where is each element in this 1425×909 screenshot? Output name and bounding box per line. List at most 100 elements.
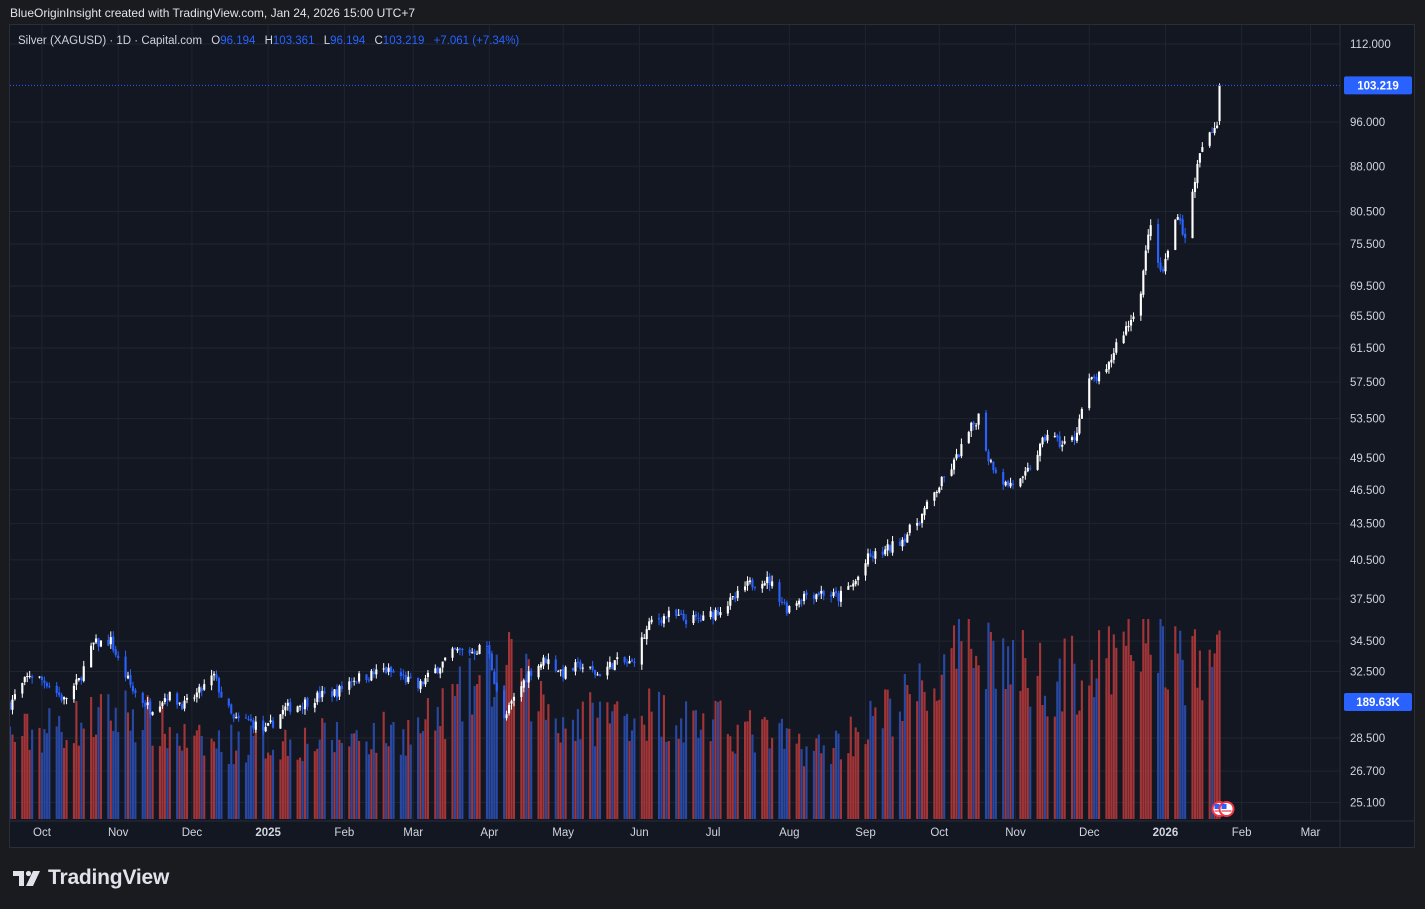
candle-body bbox=[1142, 270, 1145, 295]
candle-body bbox=[48, 686, 51, 688]
volume-bar bbox=[613, 704, 616, 819]
candle-body bbox=[1063, 441, 1066, 444]
us-flag-icon[interactable] bbox=[1218, 801, 1235, 817]
candle-body bbox=[1196, 163, 1199, 184]
tradingview-logo[interactable]: TradingView bbox=[12, 866, 169, 890]
candle-body bbox=[348, 681, 351, 690]
volume-bar bbox=[606, 702, 609, 819]
volume-bar bbox=[375, 752, 378, 819]
candle-body bbox=[643, 637, 646, 639]
volume-bar bbox=[866, 739, 870, 819]
candle-body bbox=[1058, 436, 1061, 447]
candle-body bbox=[709, 611, 712, 617]
volume-bar bbox=[1053, 716, 1056, 819]
volume-bar bbox=[456, 683, 459, 819]
volume-bar bbox=[1115, 647, 1118, 819]
candle-body bbox=[970, 422, 973, 432]
volume-bar bbox=[40, 752, 44, 819]
candle-body bbox=[554, 659, 557, 671]
volume-bar bbox=[65, 740, 68, 819]
candle-body bbox=[994, 469, 997, 473]
candle-body bbox=[299, 706, 302, 708]
volume-bar bbox=[950, 648, 953, 819]
volume-bar bbox=[185, 747, 189, 819]
volume-bar bbox=[92, 737, 95, 819]
volume-bar bbox=[271, 749, 275, 819]
candle-body bbox=[353, 680, 356, 682]
volume-bar bbox=[680, 718, 683, 819]
volume-bar bbox=[151, 745, 154, 819]
candle-body bbox=[677, 614, 680, 616]
volume-bar bbox=[1159, 619, 1162, 819]
volume-bar bbox=[952, 625, 956, 819]
close-value: 103.219 bbox=[382, 35, 425, 47]
volume-bar bbox=[333, 752, 336, 819]
volume-bar bbox=[1161, 626, 1165, 819]
volume-bar bbox=[439, 726, 442, 819]
chart-panel[interactable]: 103.219 189.63K 112.000 96.000 88.000 80.500… bbox=[9, 24, 1415, 848]
volume-bar bbox=[977, 665, 980, 819]
price-chart[interactable]: 103.219 189.63K 112.000 96.000 88.000 80.500… bbox=[10, 25, 1415, 848]
candle-body bbox=[1164, 258, 1167, 272]
volume-bar bbox=[321, 718, 324, 819]
candle-body bbox=[109, 637, 112, 645]
open-value: 96.194 bbox=[220, 35, 256, 47]
candle-body bbox=[1213, 128, 1216, 134]
volume-bar bbox=[404, 755, 407, 819]
candle-body bbox=[697, 617, 700, 619]
low-value: 96.194 bbox=[330, 35, 366, 47]
candle-body bbox=[92, 642, 95, 645]
volume-bar bbox=[63, 747, 66, 819]
candle-body bbox=[21, 682, 24, 694]
volume-bar bbox=[1157, 672, 1160, 819]
candle-body bbox=[798, 600, 801, 605]
candle-body bbox=[667, 610, 670, 618]
candle-body bbox=[820, 590, 823, 594]
volume-bar bbox=[1112, 634, 1115, 819]
price-tick-label: 75.500 bbox=[1350, 239, 1385, 251]
candle-body bbox=[1125, 326, 1128, 335]
volume-bar bbox=[1213, 653, 1216, 819]
volume-bar bbox=[640, 715, 643, 819]
candle-body bbox=[729, 597, 732, 606]
volume-bar bbox=[262, 724, 265, 819]
volume-bar bbox=[847, 753, 850, 819]
volume-bar bbox=[10, 726, 12, 819]
candle-body bbox=[289, 702, 292, 713]
candle-body bbox=[955, 454, 958, 459]
volume-bar bbox=[203, 755, 206, 819]
candle-body bbox=[694, 614, 697, 617]
volume-bar bbox=[126, 712, 130, 819]
candle-body bbox=[1105, 369, 1108, 372]
volume-bar bbox=[574, 740, 577, 819]
candle-body bbox=[151, 711, 154, 716]
candle-body bbox=[77, 677, 80, 681]
volume-bar bbox=[193, 735, 196, 819]
candle-body bbox=[736, 590, 739, 598]
volume-bar bbox=[881, 728, 884, 819]
volume-bar bbox=[1127, 619, 1130, 819]
candle-body bbox=[768, 576, 771, 586]
candle-body bbox=[874, 551, 877, 559]
candle-body bbox=[1166, 251, 1169, 258]
candle-body bbox=[436, 667, 439, 673]
volume-bar bbox=[562, 717, 565, 819]
volume-bar bbox=[984, 689, 988, 819]
volume-bar bbox=[589, 692, 592, 819]
candle-body bbox=[839, 590, 843, 602]
candle-body bbox=[1029, 468, 1032, 470]
volume-bar bbox=[389, 724, 393, 819]
candle-body bbox=[581, 667, 584, 669]
volume-bar bbox=[1046, 716, 1049, 819]
candle-body bbox=[903, 538, 906, 542]
candle-body bbox=[168, 692, 171, 701]
volume-bar bbox=[1132, 661, 1135, 819]
candle-body bbox=[365, 674, 368, 680]
price-tick-label: 61.500 bbox=[1350, 343, 1385, 355]
volume-bar bbox=[571, 719, 575, 819]
volume-bar bbox=[55, 726, 58, 819]
volume-bar bbox=[1075, 714, 1079, 819]
volume-bar bbox=[972, 667, 975, 819]
candle-body bbox=[975, 425, 978, 427]
volume-bar bbox=[48, 708, 51, 819]
